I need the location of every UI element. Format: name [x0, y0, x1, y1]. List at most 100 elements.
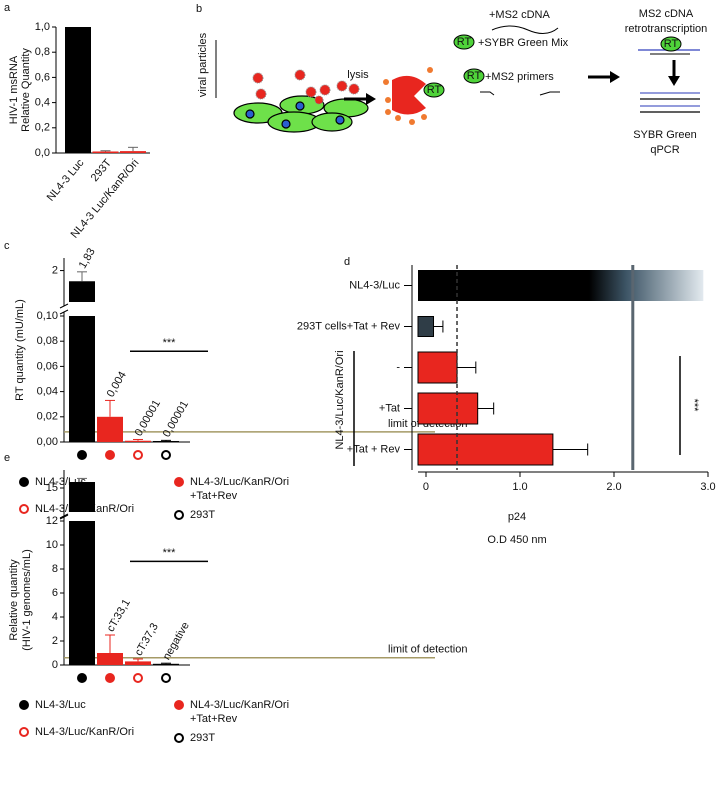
bar-label: 1,83 [77, 246, 98, 271]
legend-marker [19, 477, 29, 487]
bar-label: cT:33,1 [105, 597, 133, 634]
y-tick-label: 0,10 [37, 310, 58, 322]
legend-label: +Tat+Rev [190, 490, 238, 502]
reagent: +MS2 cDNA [489, 9, 550, 21]
y-axis-label: RT quantity (mU/mL) [14, 299, 26, 401]
bar [418, 270, 704, 301]
rt-badge [453, 34, 475, 50]
bar [69, 521, 95, 665]
x-axis-label: O.D 450 nm [487, 534, 546, 546]
y-tick-label: 0,8 [35, 46, 50, 58]
y-tick-label: 2 [52, 264, 58, 276]
y-tick-label: NL4-3/Luc [349, 279, 400, 291]
rt-badge [660, 36, 682, 52]
x-tick-label: 3.0 [700, 481, 715, 493]
legend-marker [19, 700, 29, 710]
rt-label: RT [457, 36, 472, 48]
viral-particles-label: viral particles [197, 32, 209, 97]
bar [69, 316, 95, 442]
panel-label: e [4, 452, 10, 464]
category-marker [161, 450, 171, 460]
legend-marker [174, 477, 184, 487]
bar [120, 151, 146, 153]
panel-label: b [196, 3, 202, 15]
step-label: qPCR [650, 144, 679, 156]
x-tick-label: 293T [89, 157, 114, 184]
y-tick-label: 8 [52, 563, 58, 575]
y-tick-label: 15 [46, 482, 58, 494]
y-tick-label: +Tat + Rev [347, 443, 401, 455]
x-tick-label: 2.0 [606, 481, 621, 493]
arrow-head [610, 71, 620, 83]
lysis-label: lysis [347, 69, 369, 81]
primers [480, 91, 560, 96]
reagent: +SYBR Green Mix [478, 37, 569, 49]
category-marker [133, 450, 143, 460]
x-tick-label: NL4-3 Luc [45, 157, 87, 204]
y-axis-label: (HIV-1 genomes/mL) [21, 549, 33, 650]
legend-label: +Tat+Rev [190, 713, 238, 725]
rt-badge [463, 68, 485, 84]
y-tick-label: 12 [46, 515, 58, 527]
bar [69, 482, 95, 512]
bar [417, 316, 435, 337]
legend-label: NL4-3/Luc/KanR/Ori [190, 699, 289, 711]
bar [153, 663, 179, 665]
enzyme [392, 75, 426, 115]
legend-marker [174, 700, 184, 710]
bar [65, 27, 91, 153]
bar [69, 281, 95, 302]
legend-label: NL4-3/Luc [35, 699, 86, 711]
panel-label: c [4, 240, 10, 252]
category-marker [161, 673, 171, 683]
category-marker [105, 673, 115, 683]
bar-label: 0,00001 [161, 399, 191, 439]
panel-label: d [344, 256, 350, 268]
significance: *** [163, 547, 177, 559]
y-tick-label: 10 [46, 539, 58, 551]
rt-label: RT [467, 70, 482, 82]
y-axis-label: Relative quantity [8, 559, 20, 641]
virions [252, 69, 360, 105]
reagent: +MS2 primers [485, 71, 554, 83]
y-tick-label: 0,00 [37, 436, 58, 448]
legend-label: 293T [190, 509, 215, 521]
fragments [383, 67, 433, 125]
rt-label: RT [664, 38, 679, 50]
y-tick-label: 2 [52, 635, 58, 647]
legend-marker [19, 504, 29, 514]
significance: *** [688, 399, 700, 413]
bar-label: 0,004 [105, 370, 129, 400]
y-tick-label: 6 [52, 587, 58, 599]
y-tick-label: 4 [52, 611, 58, 623]
y-tick-label: 0,0 [35, 147, 50, 159]
legend-marker [174, 510, 184, 520]
category-marker [105, 450, 115, 460]
bar [417, 351, 458, 384]
x-tick-label: 0 [423, 481, 429, 493]
cells [233, 95, 369, 133]
axis-break [59, 309, 69, 315]
y-tick-label: 0,2 [35, 122, 50, 134]
step-label: retrotranscription [625, 23, 708, 35]
bar [125, 440, 151, 442]
y-tick-label: 0,06 [37, 360, 58, 372]
legend-label: NL4-3/Luc/KanR/Ori [35, 726, 134, 738]
step-label: SYBR Green [633, 129, 697, 141]
axis-break [59, 303, 69, 309]
bar-label: negative [161, 620, 192, 662]
bar [153, 440, 179, 442]
category-marker [77, 673, 87, 683]
group-label: NL4-3/Luc/KanR/Ori [334, 350, 346, 449]
bar [417, 392, 479, 425]
bar [125, 661, 151, 665]
y-tick-label: 0,08 [37, 335, 58, 347]
bar [417, 433, 554, 466]
step-label: MS2 cDNA [639, 8, 694, 20]
y-tick-label: 0,04 [37, 386, 58, 398]
legend-marker [19, 727, 29, 737]
cdna-squiggle [491, 25, 559, 34]
legend-marker [174, 733, 184, 743]
y-axis-label: Relative Quantity [20, 48, 32, 132]
